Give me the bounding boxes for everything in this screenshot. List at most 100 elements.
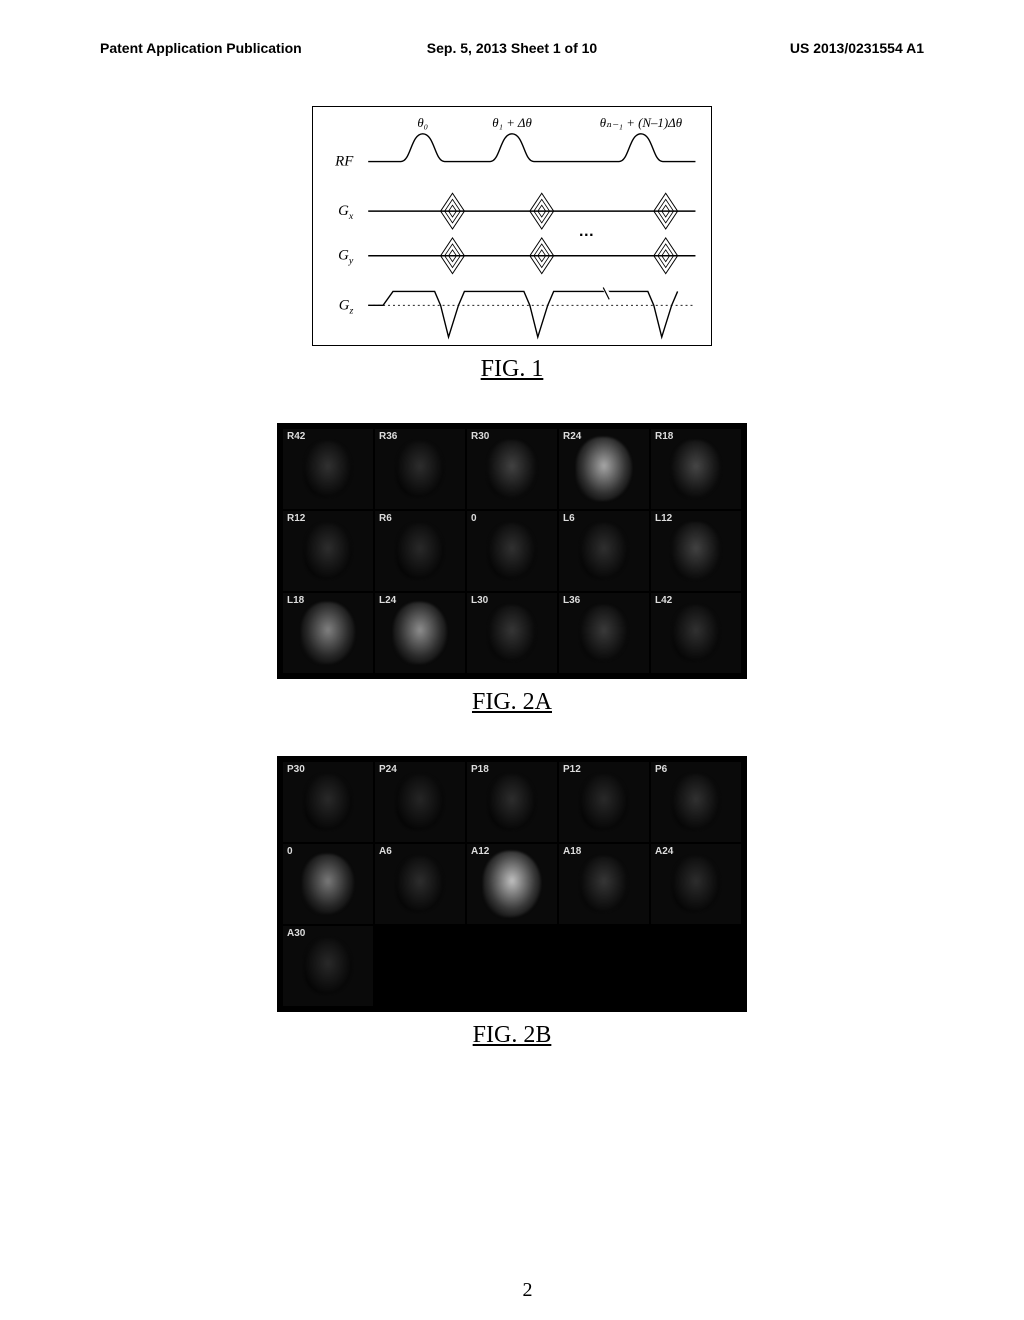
scan-cell: L18 [283,593,373,673]
scan-cell: 0 [467,511,557,591]
slice-label: A12 [471,846,489,857]
figure-1: θ₀θ₁ + Δθθₙ₋₁ + (N–1)ΔθRFGxGyGz… FIG. 1 [312,106,712,383]
scan-blob [396,774,443,829]
slice-label: R24 [563,431,581,442]
scan-cell: L36 [559,593,649,673]
scan-cell: R18 [651,429,741,509]
slice-label: L42 [655,595,672,606]
scan-blob [580,605,629,662]
scan-cell-empty [651,926,741,1006]
header-center: Sep. 5, 2013 Sheet 1 of 10 [375,40,650,56]
svg-text:Gz: Gz [339,297,354,316]
scan-cell: L30 [467,593,557,673]
slice-label: L24 [379,595,396,606]
figure-2a: R42 R36 R30 R24 R18 R12 R6 0 L6 L12 L18 L24 L30 L36 L4… [277,423,747,716]
scan-cell: A12 [467,844,557,924]
scan-rows: R42 R36 R30 R24 R18 R12 R6 0 L6 L12 L18 L24 L30 L36 L4… [283,429,741,673]
slice-label: R42 [287,431,305,442]
slice-label: A24 [655,846,673,857]
page-number: 2 [522,1279,532,1302]
scan-blob [304,523,352,579]
scan-row: R42 R36 R30 R24 R18 [283,429,741,509]
scan-cell: L24 [375,593,465,673]
slice-label: L6 [563,513,575,524]
scan-cell: L12 [651,511,741,591]
scan-cell: P18 [467,762,557,842]
scan-blob [671,440,720,497]
scan-cell: A6 [375,844,465,924]
svg-text:θ₀: θ₀ [417,116,428,130]
scan-blob [488,605,536,661]
scan-blob [671,522,720,579]
slice-label: P12 [563,764,581,775]
scan-cell: P6 [651,762,741,842]
scan-blob [483,851,540,916]
scan-cell: R42 [283,429,373,509]
slice-label: R36 [379,431,397,442]
svg-text:…: … [578,223,594,240]
slice-label: P18 [471,764,489,775]
scan-cell: R36 [375,429,465,509]
header-left: Patent Application Publication [100,40,375,56]
scan-blob [396,856,444,912]
scan-row: L18 L24 L30 L36 L42 [283,593,741,673]
figure-1-box: θ₀θ₁ + Δθθₙ₋₁ + (N–1)ΔθRFGxGyGz… [312,106,712,346]
slice-label: L36 [563,595,580,606]
slice-label: L12 [655,513,672,524]
header-right: US 2013/0231554 A1 [649,40,924,56]
scan-blob [580,774,627,829]
slice-label: 0 [287,846,293,857]
scan-blob [304,441,352,497]
slice-label: P6 [655,764,667,775]
slice-label: R6 [379,513,392,524]
scan-cell: L6 [559,511,649,591]
page: Patent Application Publication Sep. 5, 2… [0,0,1024,1320]
scan-blob [304,774,351,829]
svg-text:θ₁ + Δθ: θ₁ + Δθ [492,116,532,130]
slice-label: A6 [379,846,392,857]
scan-rows: P30 P24 P18 P12 P6 0 A6 A12 A18 A24 A30 [283,762,741,1006]
figure-2b-label: FIG. 2B [277,1022,747,1049]
figures-container: θ₀θ₁ + Δθθₙ₋₁ + (N–1)ΔθRFGxGyGz… FIG. 1 … [80,106,944,1049]
scan-cell: R6 [375,511,465,591]
scan-cell: A24 [651,844,741,924]
scan-row: 0 A6 A12 A18 A24 [283,844,741,924]
scan-grid-2a: R42 R36 R30 R24 R18 R12 R6 0 L6 L12 L18 L24 L30 L36 L4… [277,423,747,679]
scan-cell-empty [467,926,557,1006]
scan-blob [487,440,536,497]
slice-label: A18 [563,846,581,857]
svg-text:Gx: Gx [338,203,354,222]
svg-text:θₙ₋₁ + (N–1)Δθ: θₙ₋₁ + (N–1)Δθ [600,116,683,130]
figure-1-label: FIG. 1 [312,356,712,383]
scan-blob [580,523,628,579]
slice-label: P24 [379,764,397,775]
scan-cell: P30 [283,762,373,842]
scan-blob [672,605,720,661]
scan-row: P30 P24 P18 P12 P6 [283,762,741,842]
scan-blob [302,854,355,915]
scan-cell: A30 [283,926,373,1006]
figure-2a-label: FIG. 2A [277,689,747,716]
scan-cell: P24 [375,762,465,842]
scan-cell: 0 [283,844,373,924]
pulse-sequence-diagram: θ₀θ₁ + Δθθₙ₋₁ + (N–1)ΔθRFGxGyGz… [313,107,711,345]
scan-cell: P12 [559,762,649,842]
page-header: Patent Application Publication Sep. 5, 2… [80,40,944,56]
figure-2b: P30 P24 P18 P12 P6 0 A6 A12 A18 A24 A30 FIG. 2B [277,756,747,1049]
slice-label: L30 [471,595,488,606]
scan-cell: L42 [651,593,741,673]
scan-blob [488,523,536,579]
scan-cell-empty [375,926,465,1006]
scan-blob [396,441,444,497]
scan-cell: R24 [559,429,649,509]
slice-label: L18 [287,595,304,606]
scan-row: R12 R6 0 L6 L12 [283,511,741,591]
scan-cell: R12 [283,511,373,591]
slice-label: P30 [287,764,305,775]
slice-label: R30 [471,431,489,442]
scan-cell: R30 [467,429,557,509]
scan-blob [580,856,628,912]
scan-cell: A18 [559,844,649,924]
scan-blob [393,602,447,664]
scan-cell-empty [559,926,649,1006]
